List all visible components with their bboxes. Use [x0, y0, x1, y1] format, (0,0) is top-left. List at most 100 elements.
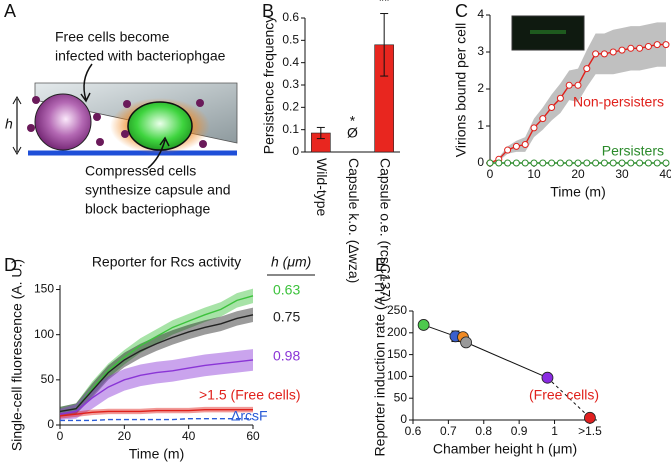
category-label: Wild-type	[314, 158, 330, 217]
point	[512, 159, 520, 167]
point	[530, 159, 538, 167]
point	[584, 411, 596, 424]
y-tick-label: 0	[47, 417, 54, 431]
diagram-text: synthesize capsule and	[85, 182, 231, 198]
y-tick-label: 0.1	[282, 122, 299, 136]
arrow-heads	[12, 95, 22, 156]
y-tick-label: 3	[477, 44, 484, 58]
panel-a: A Free cells become infected with bacter…	[4, 1, 238, 217]
free-cell	[34, 93, 92, 151]
point	[495, 159, 503, 167]
chart-title: Reporter for Rcs activity	[92, 254, 241, 270]
point	[609, 48, 617, 56]
point	[636, 159, 644, 167]
point	[539, 159, 547, 167]
point	[565, 81, 573, 89]
x-tick-label: 0.9	[511, 424, 528, 438]
y-tick-label: 0.6	[282, 10, 299, 24]
y-tick-label: 50	[41, 372, 55, 386]
y-tick-label: 0	[400, 412, 407, 426]
arrow	[147, 139, 166, 169]
x-tick-label: 60	[246, 429, 260, 443]
connector-dashed	[547, 377, 591, 419]
point	[592, 50, 600, 58]
diagram-text: infected with bacteriophgae	[55, 48, 226, 64]
point	[556, 159, 564, 167]
y-tick-label: 0	[292, 144, 299, 158]
point	[460, 336, 472, 349]
point	[644, 42, 652, 50]
diagram-text: Free cells become	[55, 29, 170, 45]
point	[592, 159, 600, 167]
x-tick-label: 10	[527, 167, 541, 181]
compressed-cell	[127, 101, 193, 151]
series-line	[60, 417, 253, 422]
panel-letter: E	[375, 255, 387, 275]
y-axis-label: Single-cell fluorescence (A. U.)	[9, 259, 25, 451]
point	[636, 44, 644, 52]
panel-letter: C	[455, 1, 468, 21]
series-line	[59, 359, 254, 415]
arrow	[83, 63, 93, 101]
y-tick-label: 100	[34, 327, 54, 341]
series-label: Persisters	[602, 143, 664, 159]
point	[548, 104, 556, 111]
x-tick-label: 0	[487, 167, 494, 181]
category-label: Capsule o.e. (rcsC137)	[377, 158, 393, 302]
y-tick-label: 50	[394, 390, 408, 404]
error-band	[60, 288, 253, 416]
point	[574, 159, 582, 167]
x-tick-label: 30	[615, 167, 629, 181]
series-line	[59, 408, 253, 417]
x-tick-label: 0	[57, 429, 64, 443]
point	[653, 41, 661, 49]
point	[618, 46, 626, 54]
point	[618, 159, 626, 167]
point	[512, 142, 520, 150]
x-tick-label: 0.7	[440, 424, 457, 438]
y-tick-label: 0.5	[282, 33, 299, 47]
point	[556, 94, 564, 102]
height-label: h	[5, 116, 13, 132]
point	[548, 159, 556, 167]
legend-label: ΔrcsF	[231, 408, 268, 424]
arrow-head	[80, 92, 91, 103]
y-axis-label: Persistence frequency	[261, 16, 277, 155]
point	[417, 319, 430, 331]
y-tick-label: 0	[477, 155, 484, 169]
point	[530, 124, 538, 132]
annotation: (Free cells)	[529, 387, 599, 403]
legend-label: 0.98	[273, 348, 300, 364]
x-axis-label: Time (m)	[129, 446, 184, 462]
error-band	[60, 349, 253, 420]
legend-label: >1.5 (Free cells)	[199, 387, 301, 403]
legend-label: 0.63	[273, 282, 300, 298]
point	[653, 159, 661, 167]
point	[574, 81, 582, 89]
x-axis-label: Chamber height h (μm)	[433, 441, 577, 457]
inset-cell	[530, 30, 566, 34]
point	[627, 44, 635, 52]
legend-title: h (μm)	[271, 254, 311, 270]
point	[565, 159, 573, 167]
point	[583, 159, 591, 167]
x-tick-label: 40	[659, 167, 671, 181]
diagram-text: Compressed cells	[85, 163, 196, 179]
y-tick-label: 0.3	[282, 77, 299, 91]
x-tick-label: 20	[571, 167, 585, 181]
series-line	[59, 295, 254, 413]
point	[644, 159, 652, 167]
error-band	[60, 307, 253, 416]
point	[627, 159, 635, 167]
point	[486, 159, 494, 167]
point	[541, 371, 554, 384]
connector	[423, 324, 548, 379]
y-axis-label: Virions bound per cell	[453, 23, 469, 157]
y-tick-label: 200	[387, 325, 407, 339]
point	[521, 141, 529, 148]
significance: *	[350, 113, 356, 129]
x-tick-label: 40	[182, 429, 196, 443]
series-line	[59, 314, 254, 413]
point	[662, 41, 670, 49]
y-tick-label: 4	[477, 7, 484, 21]
